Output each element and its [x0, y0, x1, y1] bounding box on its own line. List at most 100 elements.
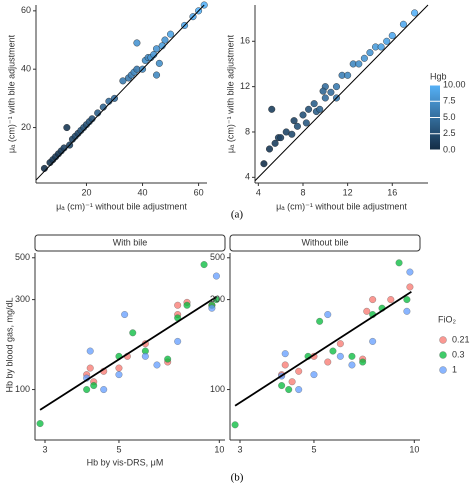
y-tick-label: 100	[210, 384, 225, 394]
point	[293, 122, 301, 130]
point	[411, 9, 419, 17]
x-tick-label: 4	[256, 187, 261, 197]
x-tick-label: 20	[81, 187, 91, 197]
point	[332, 83, 340, 91]
y-tick-label: 100	[15, 384, 30, 394]
y-axis-label: Hb by blood gas, mg/dL	[4, 297, 14, 392]
facet-label: With bile	[113, 237, 148, 247]
point	[299, 111, 307, 119]
point	[86, 347, 94, 355]
point	[395, 259, 403, 267]
point	[305, 105, 313, 113]
point	[348, 361, 356, 369]
point	[383, 37, 391, 45]
point	[310, 371, 318, 379]
caption: (b)	[231, 472, 244, 484]
facet-strip	[229, 234, 421, 252]
point	[86, 364, 94, 372]
point	[399, 20, 407, 28]
y-tick-label: 500	[15, 252, 30, 262]
point	[360, 54, 368, 62]
x-tick-label: 60	[194, 187, 204, 197]
point	[115, 371, 123, 379]
point	[155, 59, 163, 67]
point	[212, 272, 220, 280]
point	[119, 77, 127, 85]
point	[174, 337, 182, 345]
point	[316, 317, 324, 325]
point	[271, 139, 279, 147]
point	[281, 350, 289, 358]
colorbar-label: 10.00	[443, 79, 466, 89]
legend-marker	[439, 351, 447, 359]
point	[281, 361, 289, 369]
point	[369, 337, 377, 345]
point	[153, 71, 161, 79]
facet-strip	[34, 234, 226, 252]
point	[403, 307, 411, 315]
point	[310, 100, 318, 108]
point	[377, 43, 385, 51]
y-tick-label: 8	[245, 126, 250, 136]
point	[327, 88, 335, 96]
point	[174, 301, 182, 309]
point	[90, 382, 98, 390]
x-tick-label: 5	[116, 444, 121, 454]
y-tick-label: 16	[240, 36, 250, 46]
point	[295, 386, 303, 393]
y-tick-label: 300	[15, 294, 30, 304]
point	[277, 134, 285, 142]
point	[329, 347, 337, 355]
colorbar-label: 2.5	[443, 128, 456, 138]
point	[348, 352, 356, 360]
y-tick-label: 500	[210, 252, 225, 262]
point	[302, 119, 310, 127]
point	[290, 117, 298, 125]
point	[153, 361, 161, 369]
x-tick-label: 3	[42, 444, 47, 454]
y-tick-label: 60	[21, 5, 31, 15]
identity-line	[35, 4, 205, 181]
legend-title: FiO₂	[438, 314, 456, 324]
colorbar-label: 7.5	[443, 96, 456, 106]
point	[288, 378, 296, 386]
y-axis-label: μₐ (cm)⁻¹ with bile adjustment	[6, 34, 16, 153]
point	[316, 105, 324, 113]
y-tick-label: 12	[240, 81, 250, 91]
point	[231, 421, 239, 429]
y-tick-label: 20	[21, 122, 31, 132]
x-tick-label: 16	[387, 187, 397, 197]
x-tick-label: 10	[409, 444, 419, 454]
legend-label: 0.21	[452, 334, 470, 344]
point	[388, 32, 396, 40]
point	[406, 268, 414, 276]
point	[324, 358, 332, 366]
point	[288, 130, 296, 138]
x-axis-label: Hb by vis-DRS, μM	[87, 457, 164, 467]
point	[268, 105, 276, 113]
point	[369, 296, 377, 304]
point	[355, 60, 363, 68]
legend-marker	[439, 366, 447, 374]
x-tick-label: 5	[311, 444, 316, 454]
legend-label: 0.3	[452, 349, 465, 359]
point	[208, 304, 216, 312]
colorbar-label: 0.0	[443, 144, 456, 154]
point	[200, 261, 208, 269]
point	[161, 36, 169, 44]
point	[115, 364, 123, 372]
point	[63, 124, 71, 132]
trend-line	[39, 296, 217, 411]
trend-line	[234, 291, 412, 407]
identity-line	[254, 4, 429, 182]
y-tick-label: 40	[21, 64, 31, 74]
x-tick-label: 12	[343, 187, 353, 197]
x-tick-label: 10	[214, 444, 224, 454]
colorbar-label: 5.0	[443, 112, 456, 122]
point	[387, 296, 395, 304]
point	[183, 301, 191, 309]
point	[164, 355, 172, 363]
point	[285, 386, 293, 393]
point	[266, 145, 274, 153]
legend-marker	[439, 336, 447, 344]
